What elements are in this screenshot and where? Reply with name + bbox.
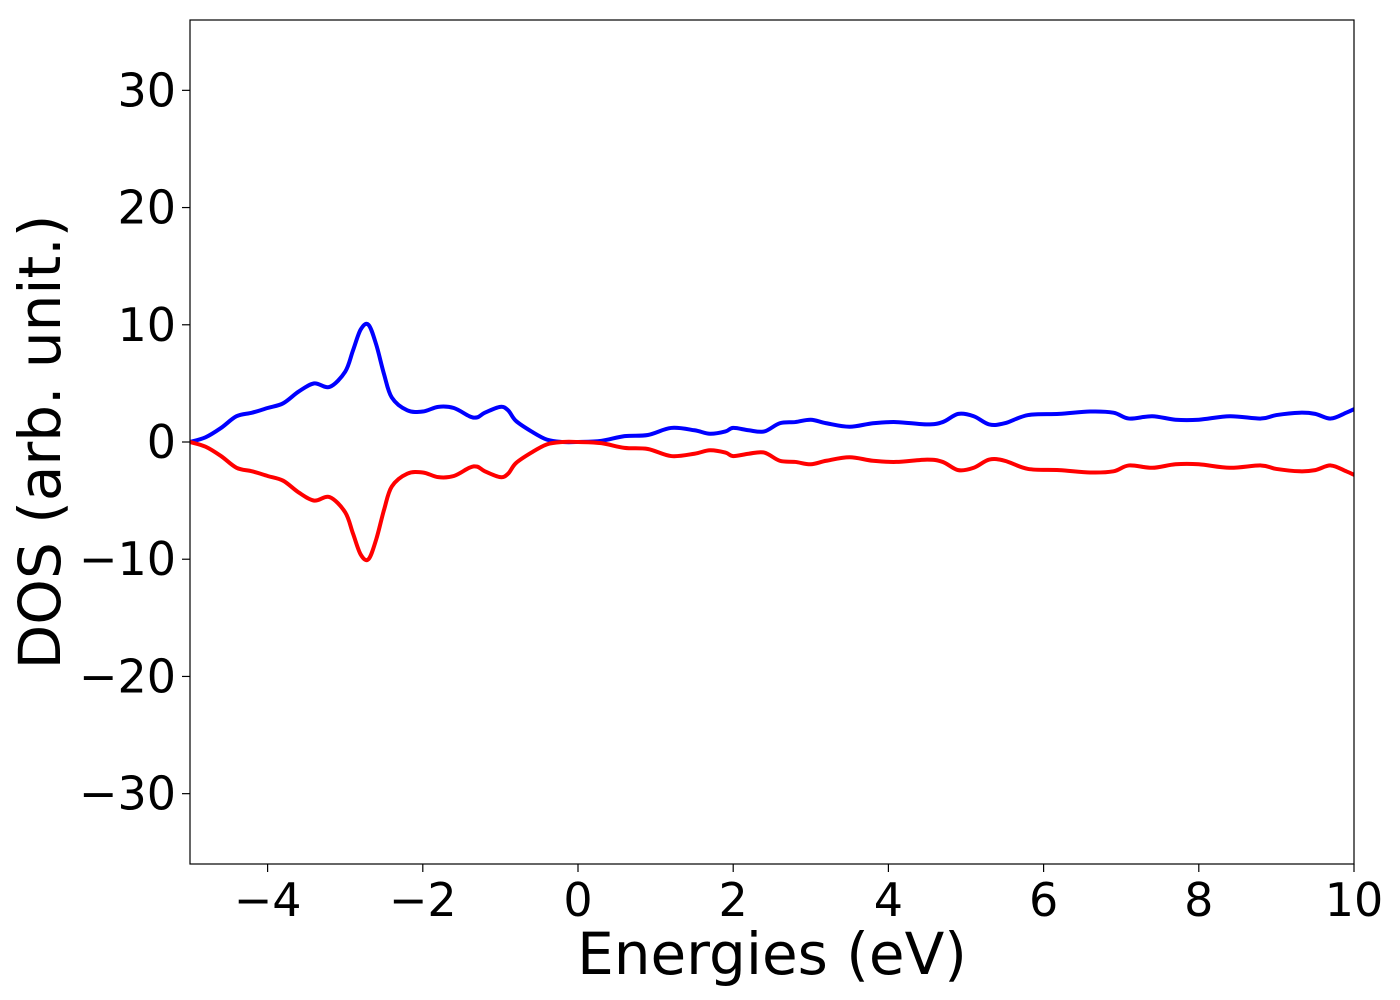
x-tick-label: 4	[874, 873, 903, 927]
y-tick-label: 10	[117, 298, 176, 352]
y-tick-label: 30	[117, 63, 176, 117]
dos-spin-down-line	[190, 439, 1354, 563]
y-axis-label: DOS (arb. unit.)	[6, 215, 74, 670]
y-tick-label: 0	[147, 415, 176, 469]
x-axis-label: Energies (eV)	[577, 920, 967, 988]
x-tick-label: 2	[719, 873, 748, 927]
x-axis: −4 −2 0 2 4 6 8 10	[234, 864, 1384, 927]
x-tick-label: 0	[563, 873, 592, 927]
y-tick-label: 20	[117, 181, 176, 235]
x-tick-label: −4	[234, 873, 302, 927]
x-tick-label: 6	[1029, 873, 1058, 927]
x-tick-label: 8	[1184, 873, 1213, 927]
y-axis: −30 −20 −10 0 10 20 30	[79, 63, 190, 821]
x-tick-label: 10	[1325, 873, 1384, 927]
x-tick-label: −2	[389, 873, 457, 927]
dos-spin-up-line	[190, 321, 1354, 445]
y-tick-label: −10	[79, 532, 176, 586]
y-tick-label: −20	[79, 649, 176, 703]
y-tick-label: −30	[79, 767, 176, 821]
plot-area-frame	[189, 19, 1355, 865]
series-layer	[190, 321, 1354, 563]
